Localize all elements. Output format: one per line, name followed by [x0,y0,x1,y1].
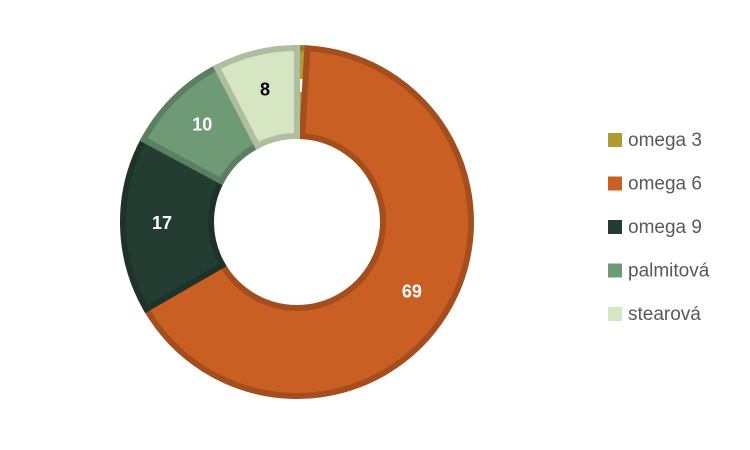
legend-swatch [608,263,622,278]
legend-label: omega 6 [628,174,702,195]
legend-label: omega 9 [628,217,702,238]
donut-slice [212,44,300,150]
legend-label: stearová [628,304,701,325]
data-label: 69 [402,282,422,302]
legend-label: palmitová [628,261,710,282]
legend-swatch [608,220,622,234]
legend-swatch [608,133,622,147]
donut-slice [120,135,227,314]
data-label: 1 [296,76,306,96]
legend-label: omega 3 [628,130,702,151]
data-label: 8 [260,80,270,100]
donut-slice [142,45,474,399]
legend-swatch [608,176,622,191]
data-label: 17 [152,213,172,233]
legend-swatch [608,307,622,321]
data-label: 10 [192,115,212,135]
